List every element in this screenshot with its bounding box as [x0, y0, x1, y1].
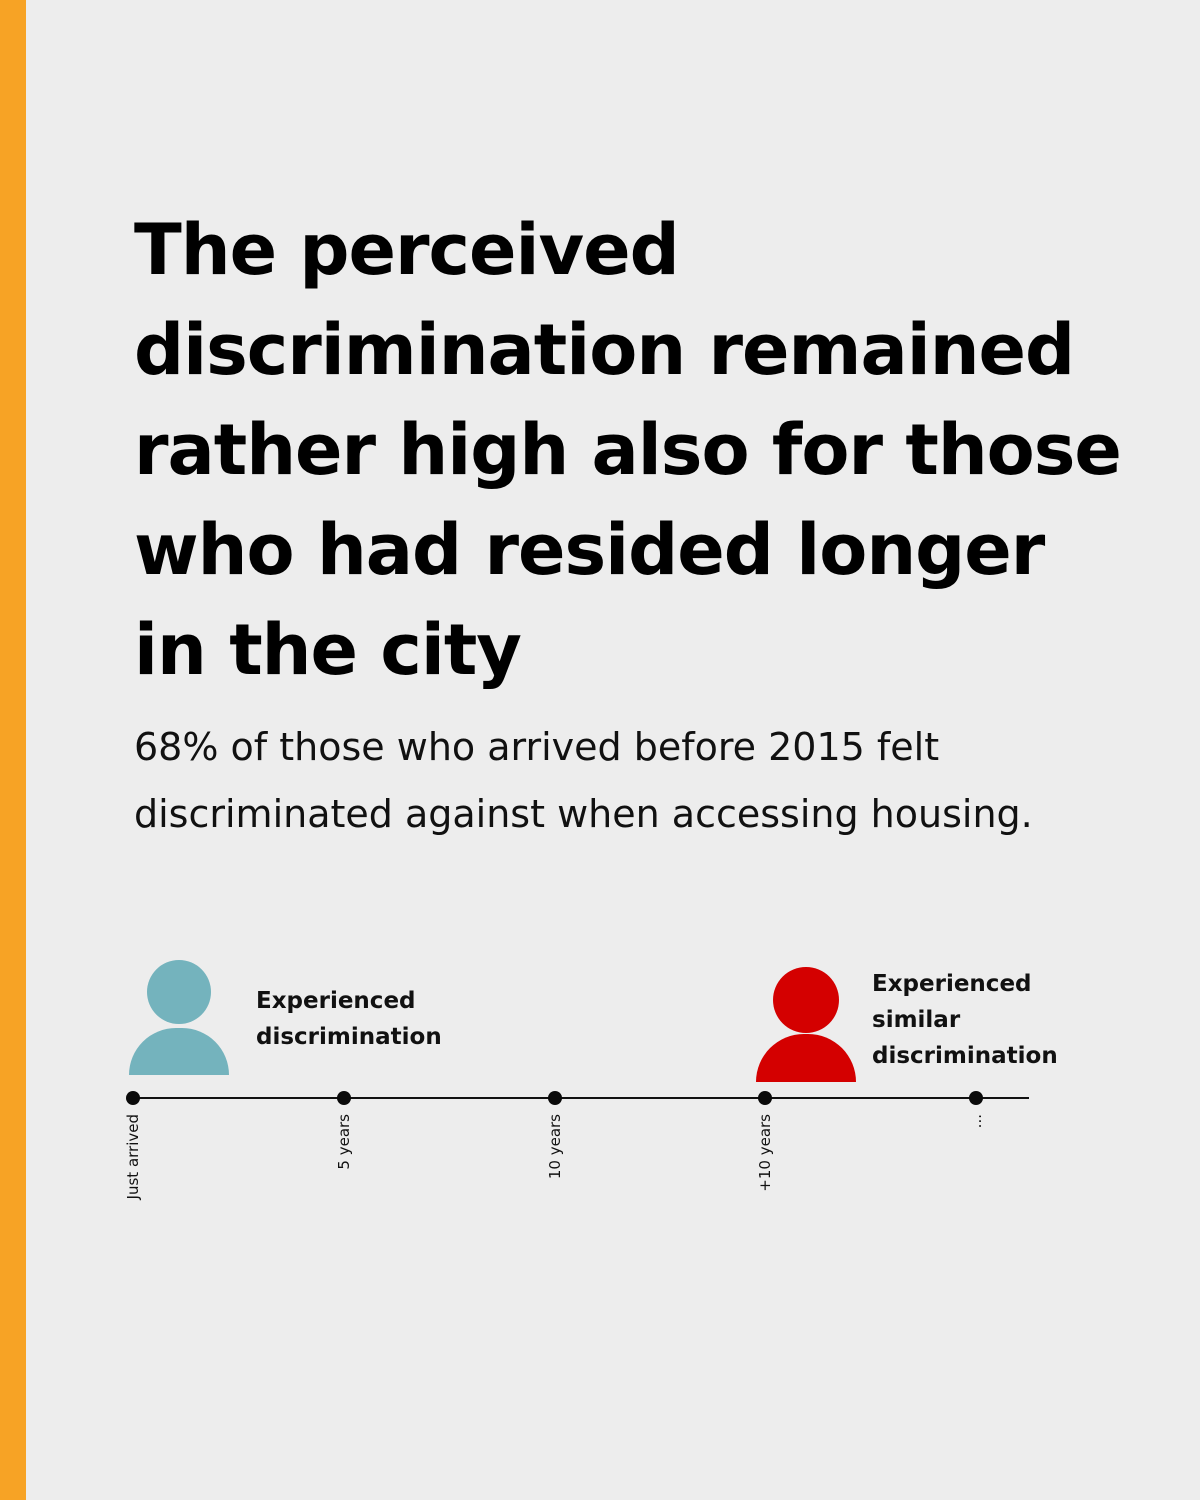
person-head — [773, 967, 839, 1033]
timeline-label-just-arrived: Just arrived — [124, 1114, 142, 1200]
timeline-dot-10-years — [548, 1091, 562, 1105]
timeline-label-10-years: 10 years — [546, 1114, 564, 1179]
timeline-dot-plus-10-years — [758, 1091, 772, 1105]
figure-label-experienced-discrimination: Experienced discrimination — [256, 988, 442, 1050]
timeline-dot-5-years — [337, 1091, 351, 1105]
person-icon-red — [756, 967, 856, 1082]
accent-bar — [0, 0, 26, 1500]
timeline-dot-just-arrived — [126, 1091, 140, 1105]
person-icon-teal — [129, 960, 229, 1075]
timeline-label-5-years: 5 years — [335, 1114, 353, 1170]
timeline-dot-ellipsis — [969, 1091, 983, 1105]
timeline-label-ellipsis: ... — [967, 1114, 985, 1128]
subtitle: 68% of those who arrived before 2015 fel… — [134, 725, 1033, 836]
headline: The perceived discrimination remained ra… — [134, 209, 1122, 691]
person-head — [147, 960, 211, 1024]
person-body — [756, 1034, 856, 1082]
person-body — [129, 1028, 229, 1075]
timeline-label-plus-10-years: +10 years — [756, 1114, 774, 1192]
figure-label-experienced-similar-discrimination: Experienced similar discrimination — [872, 971, 1058, 1069]
